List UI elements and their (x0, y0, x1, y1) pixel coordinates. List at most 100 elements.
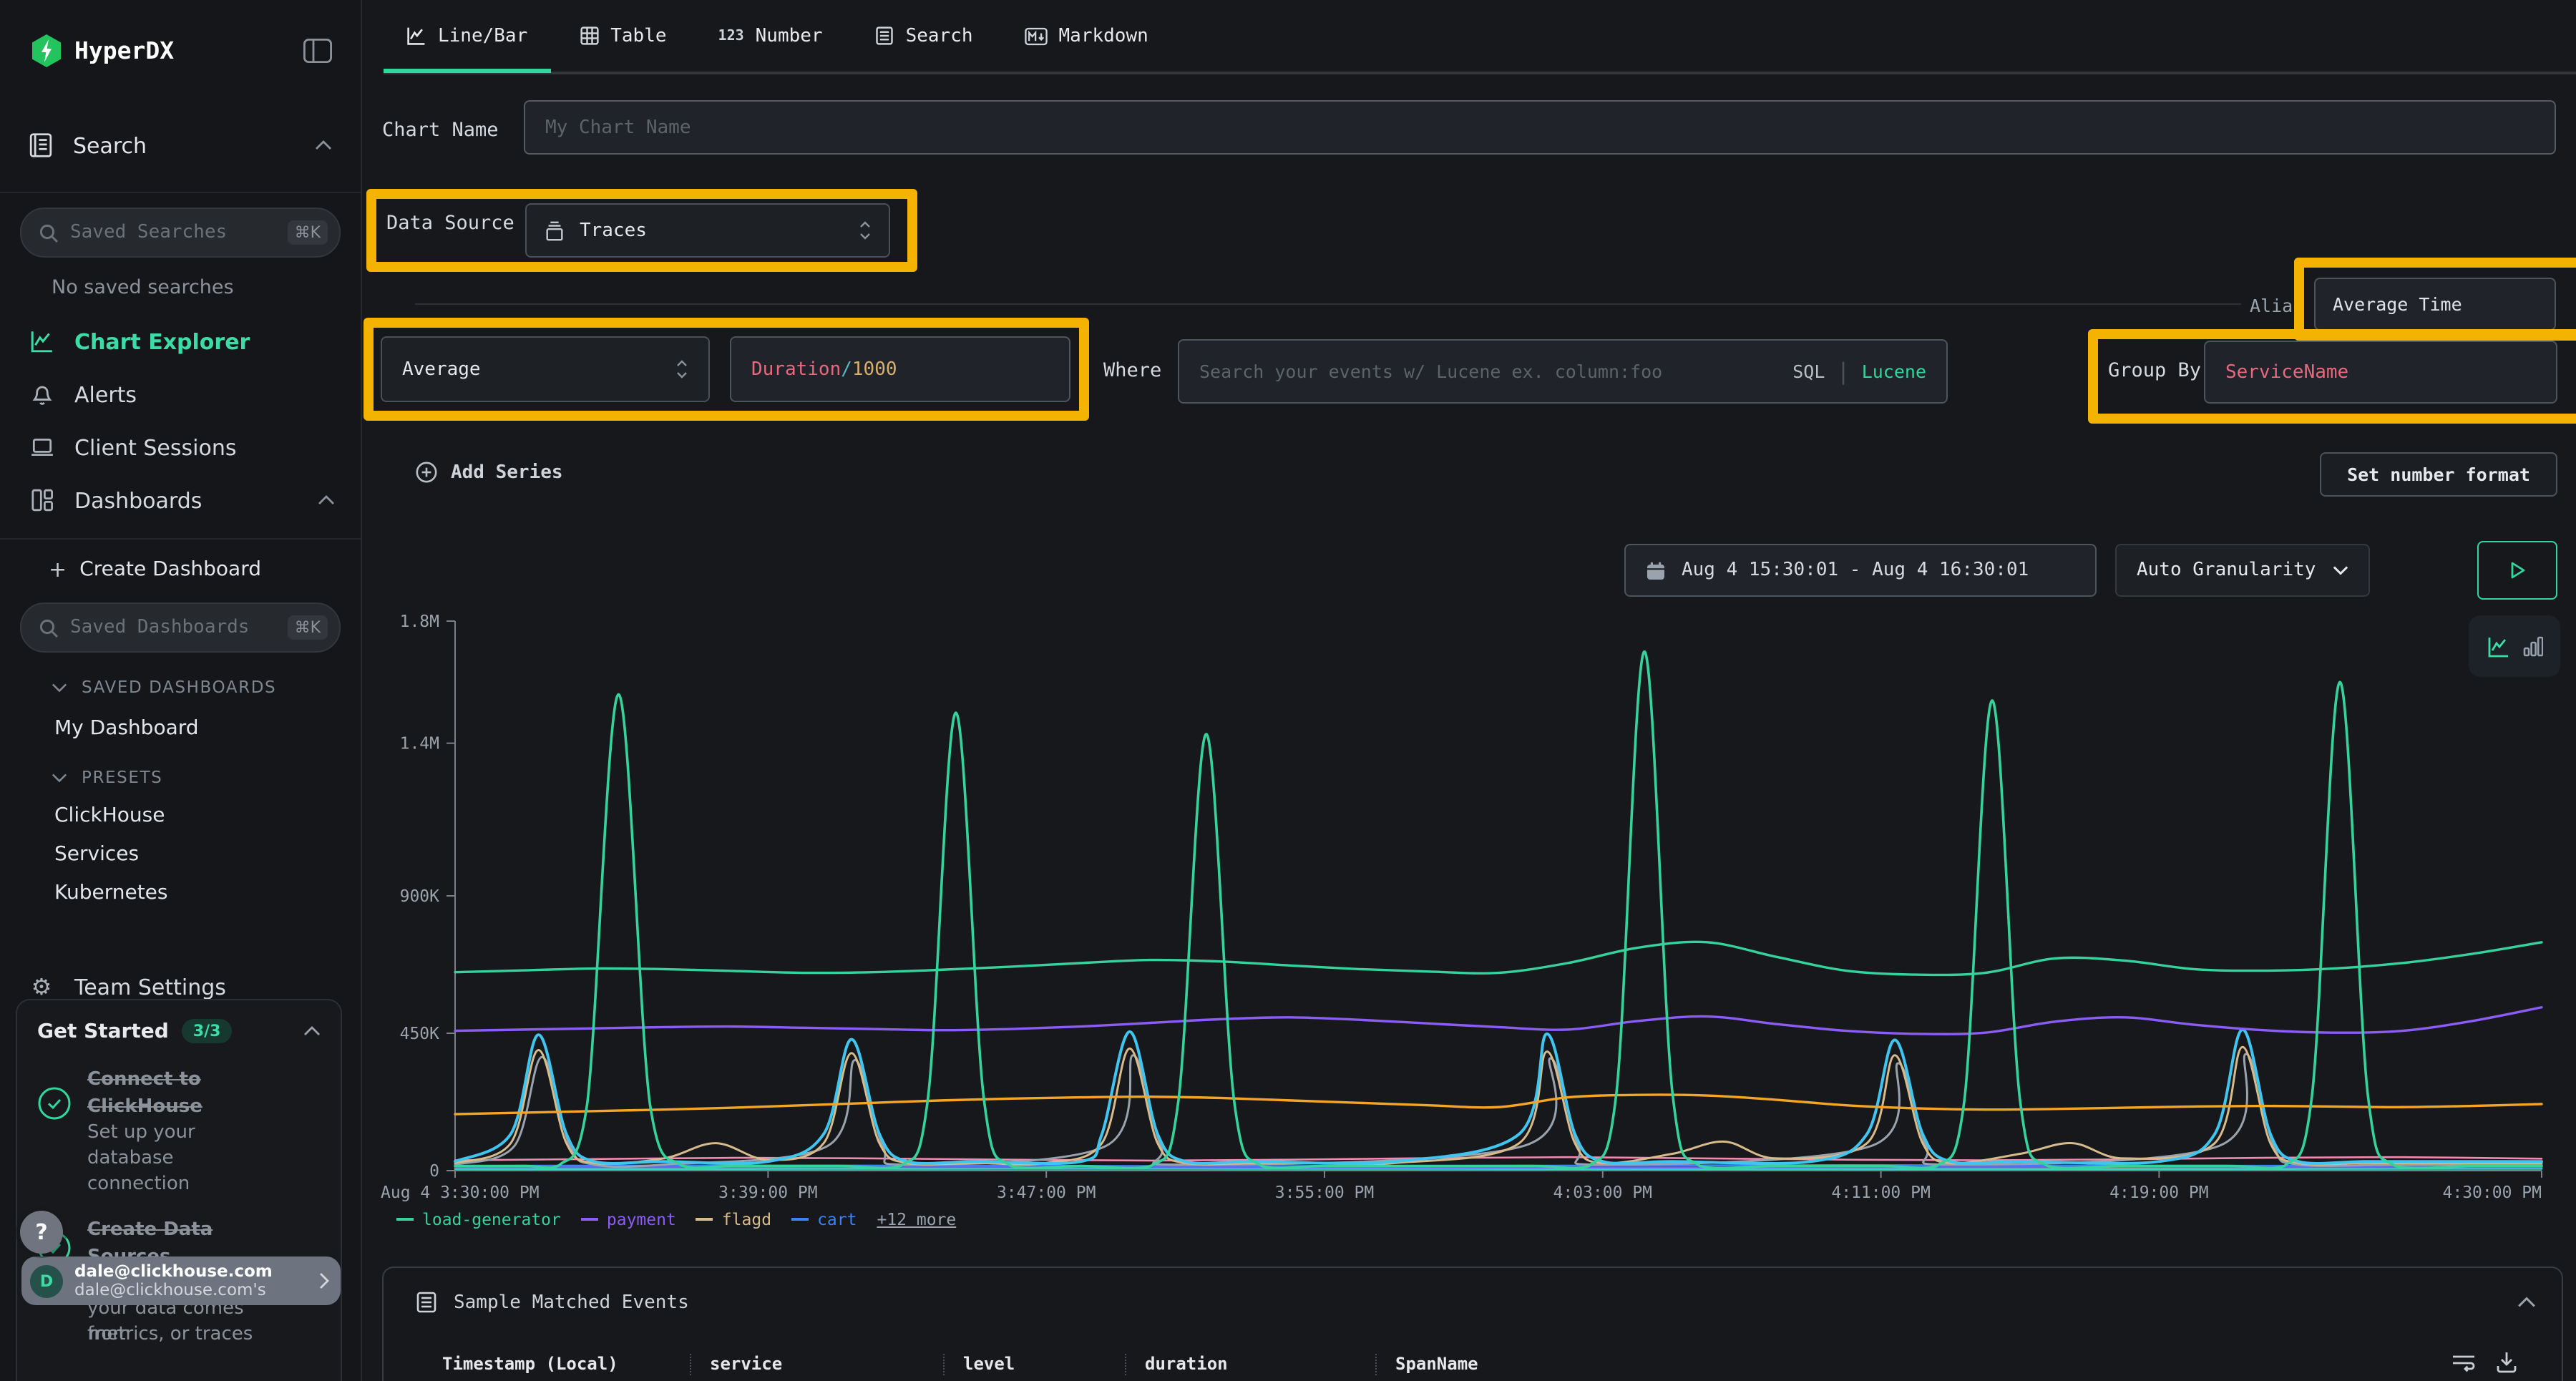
collapse-events-chevron-icon[interactable] (2517, 1297, 2536, 1308)
partial-step-text: metrics, or traces (89, 1324, 253, 1345)
get-started-badge: 3/3 (181, 1019, 233, 1043)
tab-table[interactable]: Table (556, 0, 689, 73)
column-header-duration[interactable]: duration (1145, 1354, 1228, 1374)
where-input[interactable] (1199, 361, 1782, 382)
group-by-input-box[interactable] (2204, 341, 2557, 404)
collapse-sidebar-icon[interactable] (303, 39, 332, 63)
sidebar-item-team-settings[interactable]: ⚙ Team Settings (0, 960, 361, 1013)
legend-dash (696, 1218, 713, 1221)
bar-chart-toggle-icon[interactable] (2522, 635, 2542, 657)
data-source-select[interactable]: Traces (525, 203, 890, 258)
sidebar-item-dashboards[interactable]: Dashboards (0, 474, 361, 527)
column-resizer[interactable] (943, 1354, 945, 1375)
column-header-spanname[interactable]: SpanName (1395, 1354, 1478, 1374)
time-range-picker[interactable]: Aug 4 15:30:01 - Aug 4 16:30:01 (1624, 544, 2097, 597)
svg-text:Aug 4 3:30:00 PM: Aug 4 3:30:00 PM (381, 1184, 540, 1202)
tab-markdown[interactable]: Markdown (1002, 0, 1171, 73)
tab-number[interactable]: 123 Number (696, 0, 846, 73)
expr-field: Duration (751, 358, 841, 380)
column-header-timestamp[interactable]: Timestamp (Local) (442, 1354, 618, 1374)
expr-denom: 1000 (852, 358, 897, 380)
download-icon[interactable] (2496, 1351, 2517, 1374)
column-resizer[interactable] (690, 1354, 691, 1375)
svg-text:1.8M: 1.8M (400, 613, 439, 631)
saved-searches-input[interactable]: Saved Searches ⌘K (20, 208, 341, 258)
shortcut-badge: ⌘K (287, 615, 328, 640)
column-resizer[interactable] (1125, 1354, 1126, 1375)
chart-name-input[interactable] (545, 117, 2534, 138)
svg-text:4:19:00 PM: 4:19:00 PM (2109, 1184, 2208, 1202)
chevron-right-icon (319, 1272, 329, 1289)
alias-input-box[interactable] (2314, 278, 2556, 331)
preset-label: ClickHouse (54, 804, 165, 826)
laptop-icon (29, 434, 54, 460)
saved-dashboards-input[interactable]: Saved Dashboards ⌘K (20, 602, 341, 653)
presets-section[interactable]: PRESETS (0, 767, 361, 787)
dashboards-icon (29, 487, 54, 513)
saved-dashboards-section[interactable]: SAVED DASHBOARDS (0, 677, 361, 697)
sidebar-item-alerts[interactable]: Alerts (0, 368, 361, 421)
svg-text:4:03:00 PM: 4:03:00 PM (1553, 1184, 1652, 1202)
section-label: SAVED DASHBOARDS (82, 677, 277, 697)
get-started-card: Get Started 3/3 Connect to ClickHouse Se… (16, 999, 342, 1381)
tab-line-bar[interactable]: Line/Bar (384, 0, 550, 73)
user-menu[interactable]: D dale@clickhouse.com dale@clickhouse.co… (21, 1256, 341, 1305)
preset-label: Services (54, 842, 140, 865)
sidebar-item-label: Dashboards (74, 487, 203, 513)
sidebar-divider (0, 192, 361, 193)
legend-more-link[interactable]: +12 more (877, 1209, 957, 1229)
run-query-button[interactable] (2477, 541, 2557, 600)
search-section-header[interactable]: Search (0, 119, 361, 172)
legend-item[interactable]: flagd (696, 1209, 771, 1229)
column-header-service[interactable]: service (710, 1354, 783, 1374)
group-by-label: Group By (2108, 359, 2202, 382)
help-label: ? (35, 1219, 48, 1245)
aggregation-select[interactable]: Average (381, 336, 710, 402)
tab-search[interactable]: Search (852, 0, 996, 73)
add-series-label: Add Series (451, 462, 563, 483)
where-input-box[interactable]: SQL | Lucene (1178, 339, 1948, 404)
create-dashboard-button[interactable]: + Create Dashboard (0, 557, 361, 582)
line-chart-icon (406, 26, 426, 46)
get-started-header[interactable]: Get Started 3/3 (37, 1019, 321, 1043)
lucene-mode-button[interactable]: Lucene (1861, 361, 1926, 382)
chevron-up-icon (303, 1026, 321, 1036)
wrap-lines-icon[interactable] (2451, 1352, 2476, 1374)
events-table-header: Timestamp (Local) service level duration… (384, 1348, 2562, 1381)
chevron-down-icon (2333, 565, 2348, 575)
sidebar-item-my-dashboard[interactable]: My Dashboard (0, 708, 361, 747)
alias-input[interactable] (2333, 293, 2537, 315)
help-button[interactable]: ? (20, 1211, 63, 1254)
svg-text:4:11:00 PM: 4:11:00 PM (1831, 1184, 1930, 1202)
add-series-button[interactable]: Add Series (415, 461, 563, 484)
legend-label: cart (817, 1209, 857, 1229)
where-label: Where (1103, 359, 1162, 382)
chart-name-input-box[interactable] (524, 100, 2556, 155)
sidebar-item-services[interactable]: Services (0, 834, 361, 873)
column-header-level[interactable]: level (963, 1354, 1015, 1374)
sidebar-item-chart-explorer[interactable]: Chart Explorer (0, 315, 361, 368)
chart-legend: load-generator payment flagd cart +12 more (396, 1209, 956, 1229)
column-resizer[interactable] (1375, 1354, 1377, 1375)
sql-mode-button[interactable]: SQL (1792, 361, 1825, 382)
legend-item[interactable]: payment (580, 1209, 676, 1229)
get-started-item[interactable]: Connect to ClickHouse Set up your databa… (37, 1066, 321, 1198)
tab-label: Table (610, 25, 667, 47)
time-range-value: Aug 4 15:30:01 - Aug 4 16:30:01 (1682, 560, 2029, 581)
tab-label: Markdown (1058, 25, 1148, 47)
circled-plus-icon (415, 461, 438, 484)
field-expression-input[interactable]: Duration/1000 (730, 336, 1070, 402)
set-number-format-button[interactable]: Set number format (2320, 452, 2557, 497)
line-chart-toggle-icon[interactable] (2487, 635, 2509, 658)
sidebar-item-client-sessions[interactable]: Client Sessions (0, 421, 361, 474)
sidebar-item-clickhouse[interactable]: ClickHouse (0, 796, 361, 834)
svg-text:3:55:00 PM: 3:55:00 PM (1275, 1184, 1374, 1202)
granularity-select[interactable]: Auto Granularity (2115, 544, 2370, 597)
legend-item[interactable]: cart (791, 1209, 857, 1229)
sidebar-item-kubernetes[interactable]: Kubernetes (0, 873, 361, 912)
timeseries-chart[interactable]: 0 450K 900K 1.4M 1.8M Aug 4 3:30:00 PM 3:39:00… (372, 608, 2576, 1245)
user-email: dale@clickhouse.com (74, 1261, 273, 1281)
group-by-input[interactable] (2225, 361, 2536, 383)
doc-list-icon (874, 26, 894, 46)
legend-item[interactable]: load-generator (396, 1209, 561, 1229)
